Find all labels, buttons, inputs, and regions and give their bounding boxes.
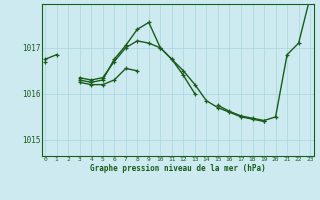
- X-axis label: Graphe pression niveau de la mer (hPa): Graphe pression niveau de la mer (hPa): [90, 164, 266, 173]
